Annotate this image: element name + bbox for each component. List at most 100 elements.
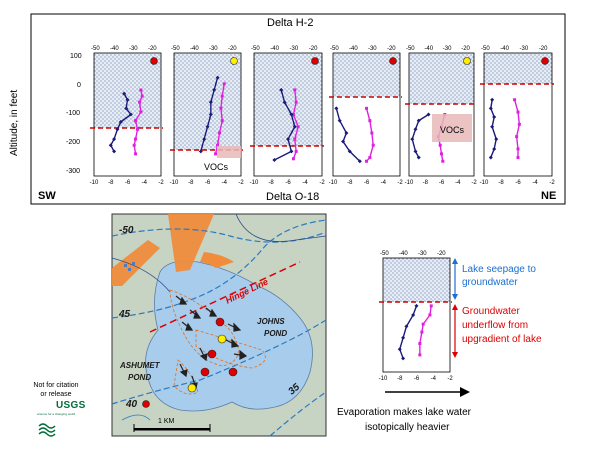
h2-point <box>413 127 418 132</box>
o18-tick-label: -4 <box>455 180 461 186</box>
o18-point <box>134 137 138 141</box>
site-map <box>111 213 327 437</box>
o18-point <box>218 131 222 135</box>
h2-point <box>490 124 495 129</box>
h2-tick-label: -30 <box>209 46 218 52</box>
h2-tick-label: -50 <box>330 46 339 52</box>
o18-point <box>139 110 143 114</box>
contour-label: 45 <box>119 309 131 320</box>
h2-tick-label: -40 <box>190 46 199 52</box>
h2-point <box>205 124 210 129</box>
profile-plot-1: -50 -40 -30 -20 -10 -8 -6 -4 -2 <box>90 46 165 186</box>
o18-point <box>132 143 136 147</box>
well-marker-yellow <box>463 57 471 65</box>
y-axis-label: Altitude, in feet <box>9 89 20 156</box>
h2-point <box>416 155 421 160</box>
o18-tick-label: -8 <box>268 180 274 186</box>
profile-plot-4: -50 -40 -30 -20 -10 -8 -6 -4 -2 <box>329 46 404 186</box>
h2-axis-title: Delta H-2 <box>267 17 314 29</box>
o18-tick-label: -8 <box>108 180 114 186</box>
o18-tick-label: -6 <box>515 180 521 186</box>
h2-point <box>344 130 349 135</box>
h2-point <box>125 97 130 102</box>
o18-tick-label: -4 <box>532 180 538 186</box>
o18-tick-label: -2 <box>447 376 453 382</box>
inset-brackets <box>452 258 458 358</box>
h2-tick-label: -30 <box>418 251 427 257</box>
h2-point <box>198 149 203 154</box>
h2-point <box>488 106 493 111</box>
vocs-label-1: VOCs <box>204 162 229 172</box>
h2-tick-label: -20 <box>387 46 396 52</box>
o18-tick-label: -2 <box>158 180 164 186</box>
o18-point <box>513 98 517 102</box>
h2-point <box>122 91 127 96</box>
o18-tick-label: -4 <box>431 376 437 382</box>
ashumet-pond-label: POND <box>128 373 152 382</box>
h2-point <box>112 149 117 154</box>
o18-tick-label: -4 <box>302 180 308 186</box>
h2-tick-label: -50 <box>380 251 389 257</box>
profile-plot-2: -50 -40 -30 -20 -10 -8 -6 -4 -2 <box>170 46 245 186</box>
johns-pond-label: JOHNS <box>257 317 285 326</box>
h2-point <box>292 124 297 129</box>
o18-point <box>294 100 298 104</box>
o18-point <box>291 157 295 161</box>
h2-tick-label: -40 <box>349 46 358 52</box>
h2-point <box>492 146 497 151</box>
h2-point <box>404 324 409 329</box>
o18-tick-label: -2 <box>319 180 325 186</box>
o18-tick-label: -10 <box>329 180 338 186</box>
h2-point <box>108 143 113 148</box>
h2-point <box>334 106 339 111</box>
vocs-label-2: VOCs <box>440 125 465 135</box>
direction-sw: SW <box>38 190 56 202</box>
pond-outline <box>145 260 313 412</box>
o18-tick-label: -6 <box>439 180 445 186</box>
h2-series <box>399 305 418 359</box>
o18-point <box>428 313 432 317</box>
h2-tick-label: -30 <box>290 46 299 52</box>
o18-tick-label: -6 <box>205 180 211 186</box>
o18-tick-label: -2 <box>471 180 477 186</box>
o18-point <box>136 127 140 131</box>
o18-tick-label: -10 <box>480 180 489 186</box>
o18-tick-label: -2 <box>549 180 555 186</box>
h2-tick-label: -40 <box>110 46 119 52</box>
h2-point <box>490 97 495 102</box>
not-for-citation-note: Not for citation <box>33 382 79 389</box>
usgs-logo-mark <box>38 423 56 437</box>
o18-tick-label: -6 <box>285 180 291 186</box>
o18-point <box>418 342 422 345</box>
caption-line: isotopically heavier <box>365 422 450 433</box>
o18-tick-label: -6 <box>125 180 131 186</box>
inset-profile-plot: -50 -40 -30 -20 -10 -8 -6 -4 -2 <box>379 251 458 382</box>
usgs-tagline: science for a changing world <box>37 412 76 416</box>
o18-point <box>291 113 295 116</box>
o18-point <box>370 131 374 135</box>
contour-label: 40 <box>126 399 138 410</box>
o18-tick-label: -4 <box>222 180 228 186</box>
h2-tick-label: -30 <box>520 46 529 52</box>
o18-point <box>293 137 297 141</box>
h2-point <box>414 303 419 308</box>
h2-tick-label: -40 <box>270 46 279 52</box>
inset-profile: -50 -40 -30 -20 -10 -8 -6 -4 -2 <box>379 251 454 382</box>
h2-point <box>411 313 416 317</box>
o18-point <box>418 353 422 357</box>
o18-point <box>220 94 224 98</box>
o18-tick-label: -10 <box>250 180 259 186</box>
o18-point <box>420 330 424 334</box>
o18-point <box>138 100 142 104</box>
h2-point <box>401 335 406 340</box>
not-for-citation-note: or release <box>40 391 72 398</box>
o18-point <box>515 135 519 139</box>
h2-point <box>212 87 217 92</box>
o18-point <box>134 119 138 123</box>
o18-series <box>419 305 432 355</box>
h2-point <box>416 118 421 123</box>
o18-point <box>140 94 144 98</box>
h2-point <box>215 75 220 80</box>
well-marker-yellow <box>230 57 238 65</box>
